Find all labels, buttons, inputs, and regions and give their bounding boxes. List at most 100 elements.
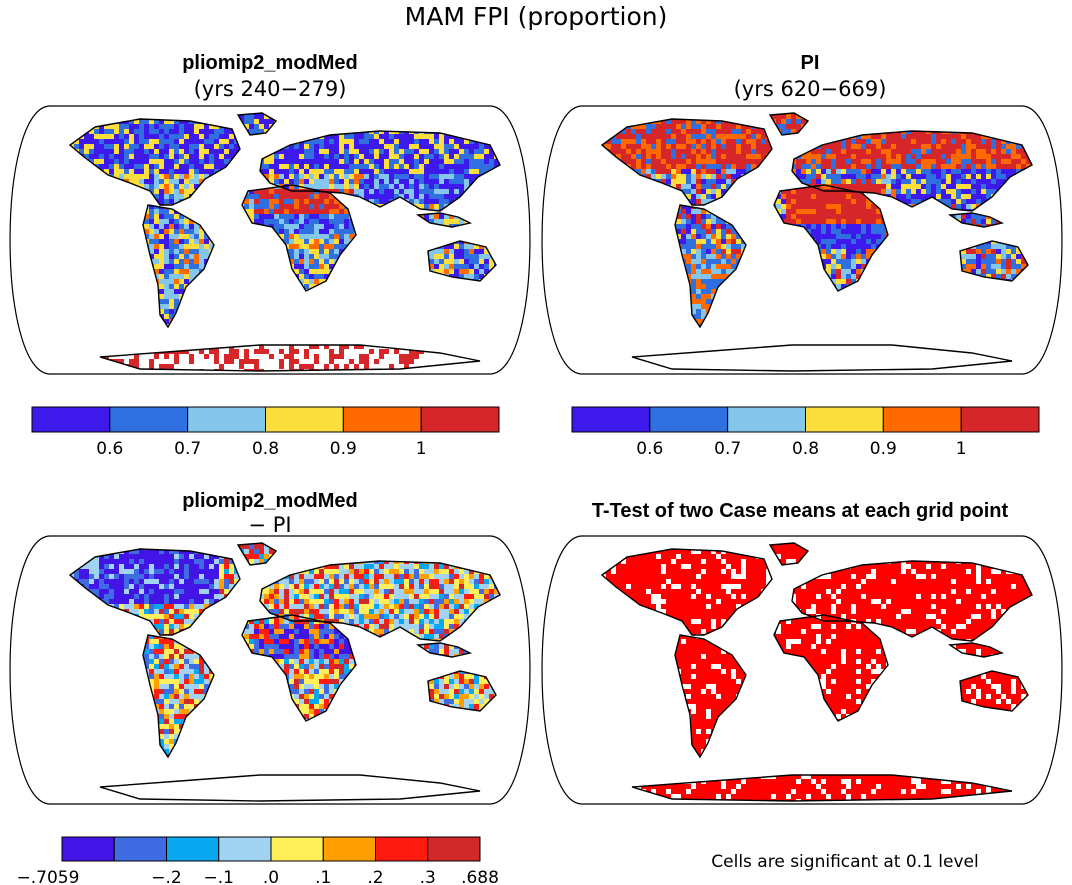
grid-cell (174, 249, 179, 254)
grid-cell (199, 124, 204, 129)
grid-cell (424, 159, 429, 164)
grid-cell (294, 254, 299, 259)
grid-cell (429, 254, 434, 259)
grid-cell (304, 224, 309, 229)
grid-cell (329, 189, 334, 194)
grid-cell (479, 169, 484, 174)
grid-cell (14, 144, 19, 149)
grid-cell (4, 174, 9, 179)
grid-cell (169, 189, 174, 194)
grid-cell (334, 184, 339, 189)
grid-cell (439, 139, 444, 144)
grid-cell (309, 204, 314, 209)
grid-cell (529, 184, 534, 189)
grid-cell (459, 154, 464, 159)
grid-cell (184, 129, 189, 134)
map-panel-modmed (4, 105, 539, 375)
grid-cell (14, 134, 19, 139)
grid-cell (394, 154, 399, 159)
grid-cell (214, 159, 219, 164)
grid-cell (194, 239, 199, 244)
grid-cell (379, 174, 384, 179)
grid-cell (299, 219, 304, 224)
grid-cell (449, 189, 454, 194)
grid-cell (314, 144, 319, 149)
grid-cell (429, 139, 434, 144)
grid-cell (149, 129, 154, 134)
grid-cell (394, 159, 399, 164)
grid-cell (194, 144, 199, 149)
grid-cell (444, 194, 449, 199)
grid-cell (409, 169, 414, 174)
grid-cell (424, 174, 429, 179)
grid-cell (429, 259, 434, 264)
grid-cell (339, 234, 344, 239)
grid-cell (324, 219, 329, 224)
grid-cell (174, 159, 179, 164)
grid-cell (444, 139, 449, 144)
grid-cell (9, 314, 14, 319)
grid-cell (154, 249, 159, 254)
grid-cell (89, 129, 94, 134)
grid-cell (4, 129, 9, 134)
grid-cell (264, 204, 269, 209)
grid-cell (4, 249, 9, 254)
grid-cell (374, 154, 379, 159)
grid-cell (4, 209, 9, 214)
grid-cell (279, 224, 284, 229)
grid-cell (164, 164, 169, 169)
grid-cell (484, 149, 489, 154)
grid-cell (169, 194, 174, 199)
grid-cell (134, 134, 139, 139)
grid-cell (364, 134, 369, 139)
grid-cell (204, 234, 209, 239)
grid-cell (309, 244, 314, 249)
grid-cell (329, 264, 334, 269)
grid-cell (189, 164, 194, 169)
grid-cell (144, 184, 149, 189)
grid-cell (139, 169, 144, 174)
grid-cell (414, 139, 419, 144)
grid-cell (364, 149, 369, 154)
grid-cell (4, 289, 9, 294)
grid-cell (404, 144, 409, 149)
grid-cell (469, 169, 474, 174)
grid-cell (104, 149, 109, 154)
grid-cell (414, 189, 419, 194)
grid-cell (404, 159, 409, 164)
grid-cell (169, 179, 174, 184)
grid-cell (9, 309, 14, 314)
grid-cell (434, 134, 439, 139)
grid-cell (364, 144, 369, 149)
grid-cell (459, 174, 464, 179)
grid-cell (354, 144, 359, 149)
grid-cell (369, 169, 374, 174)
grid-cell (4, 294, 9, 299)
grid-cell (434, 259, 439, 264)
grid-cell (419, 189, 424, 194)
grid-cell (314, 204, 319, 209)
grid-cell (114, 174, 119, 179)
grid-cell (194, 254, 199, 259)
grid-cell (304, 279, 309, 284)
grid-cell (204, 159, 209, 164)
grid-cell (209, 154, 214, 159)
grid-cell (194, 134, 199, 139)
grid-cell (534, 244, 539, 249)
grid-cell (194, 129, 199, 134)
grid-cell (154, 209, 159, 214)
grid-cell (294, 234, 299, 239)
grid-cell (384, 139, 389, 144)
grid-cell (434, 139, 439, 144)
grid-cell (189, 169, 194, 174)
grid-cell (374, 164, 379, 169)
grid-cell (469, 179, 474, 184)
grid-cell (299, 164, 304, 169)
grid-cell (304, 174, 309, 179)
grid-cell (409, 144, 414, 149)
grid-cell (284, 154, 289, 159)
grid-cell (534, 144, 539, 149)
grid-cell (419, 159, 424, 164)
grid-cell (534, 249, 539, 254)
grid-cell (254, 189, 259, 194)
